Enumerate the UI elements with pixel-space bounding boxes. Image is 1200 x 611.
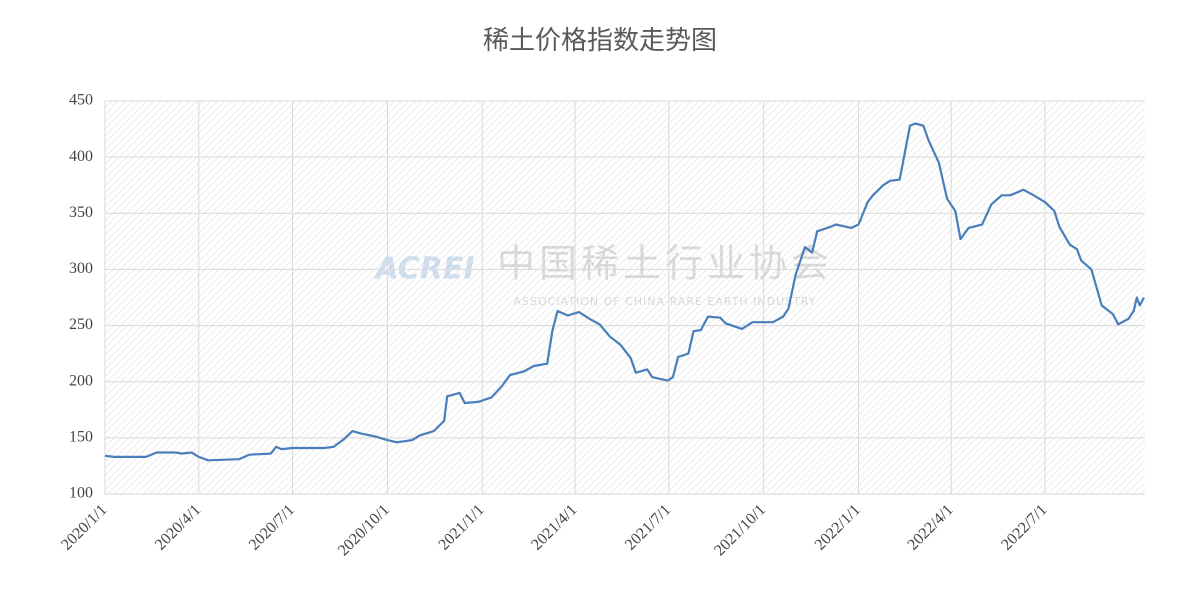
chart-title: 稀土价格指数走势图 — [483, 26, 717, 56]
y-tick-label: 350 — [69, 204, 93, 221]
watermark-english: ASSOCIATION OF CHINA RARE EARTH INDUSTRY — [514, 295, 817, 308]
x-tick-label: 2022/4/1 — [904, 501, 956, 553]
x-tick-label: 2021/10/1 — [711, 501, 769, 559]
x-tick-label: 2020/10/1 — [335, 501, 393, 559]
y-tick-label: 200 — [69, 372, 93, 389]
x-tick-label: 2020/1/1 — [58, 501, 110, 553]
x-tick-label: 2020/4/1 — [152, 501, 204, 553]
plot-area — [105, 101, 1145, 494]
y-tick-label: 400 — [69, 148, 93, 165]
y-tick-label: 250 — [69, 316, 93, 333]
x-tick-label: 2022/7/1 — [998, 501, 1050, 553]
x-tick-label: 2021/1/1 — [435, 501, 487, 553]
y-tick-label: 300 — [69, 260, 93, 277]
x-tick-label: 2021/4/1 — [528, 501, 580, 553]
y-tick-label: 450 — [69, 92, 93, 109]
y-tick-label: 100 — [69, 485, 93, 502]
x-tick-label: 2021/7/1 — [622, 501, 674, 553]
x-tick-label: 2022/1/1 — [812, 501, 864, 553]
watermark-name: 中国稀土行业协会 — [497, 244, 833, 286]
data-line — [104, 122, 1145, 462]
y-tick-label: 150 — [69, 429, 93, 446]
x-tick-label: 2020/7/1 — [246, 501, 298, 553]
